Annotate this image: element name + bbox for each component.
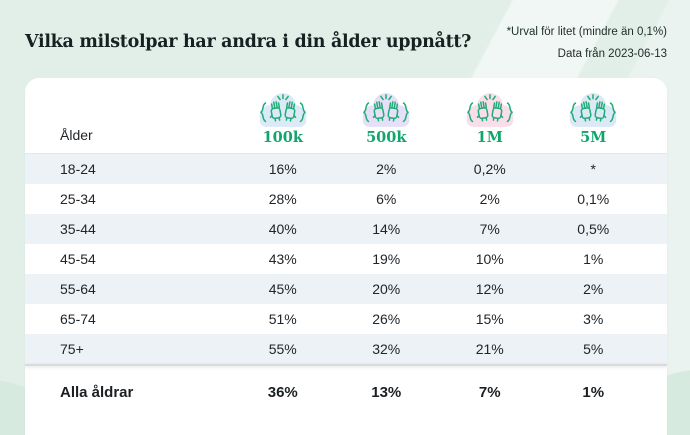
page-title: Vilka milstolpar har andra i din ålder u… [25, 32, 472, 52]
table-row-75-plus: 75+ 55% 32% 21% 5% [25, 334, 667, 364]
value-cell: 28% [268, 191, 297, 207]
value-cell: 26% [372, 311, 401, 327]
value-cell: 2% [376, 161, 397, 177]
value-cell: 15% [475, 311, 504, 327]
milestone-column-header-1m: 1M [438, 90, 542, 153]
age-cell: 65-74 [60, 311, 96, 327]
footnote-small-sample: *Urval för litet (mindre än 0,1%) [506, 26, 667, 38]
value-cell: 10% [475, 251, 504, 267]
value-cell: 55% [268, 341, 297, 357]
table-row-45-54: 45-54 43% 19% 10% 1% [25, 244, 667, 274]
age-cell: 45-54 [60, 251, 96, 267]
value-cell: 5% [583, 341, 604, 357]
value-cell: 1% [582, 384, 605, 401]
high-five-celebration-icon [259, 93, 307, 127]
value-cell: 20% [372, 281, 401, 297]
value-cell: 21% [475, 341, 504, 357]
header-notes: *Urval för litet (mindre än 0,1%) Data f… [507, 22, 667, 66]
table-row-35-44: 35-44 40% 14% 7% 0,5% [25, 214, 667, 244]
high-five-celebration-icon [466, 93, 514, 127]
milestone-column-header-100k: 100k [231, 90, 335, 153]
value-cell: 51% [268, 311, 297, 327]
milestone-column-header-5m: 5M [542, 90, 646, 153]
value-cell: 7% [479, 221, 500, 237]
value-cell: 45% [268, 281, 297, 297]
milestone-label: 100k [262, 129, 303, 146]
value-cell: 0,1% [577, 191, 610, 207]
value-cell: 14% [372, 221, 401, 237]
value-cell: 13% [371, 384, 402, 401]
table-row-55-64: 55-64 45% 20% 12% 2% [25, 274, 667, 304]
age-cell: 35-44 [60, 221, 96, 237]
value-cell: * [590, 161, 596, 177]
value-cell: 43% [268, 251, 297, 267]
value-cell: 1% [583, 251, 604, 267]
age-cell: 25-34 [60, 191, 96, 207]
table-header-row: Ålder 100k 500k 1M [25, 78, 667, 154]
table-row-65-74: 65-74 51% 26% 15% 3% [25, 304, 667, 334]
table-row-18-24: 18-24 16% 2% 0,2% * [25, 154, 667, 184]
high-five-celebration-icon [569, 93, 617, 127]
age-cell: 55-64 [60, 281, 96, 297]
milestones-table-card: Ålder 100k 500k 1M [25, 78, 667, 435]
age-column-header: Ålder [60, 127, 93, 143]
milestone-label: 1M [476, 129, 503, 146]
total-row-divider [25, 364, 667, 366]
value-cell: 2% [583, 281, 604, 297]
value-cell: 16% [268, 161, 297, 177]
age-cell: 18-24 [60, 161, 96, 177]
value-cell: 19% [372, 251, 401, 267]
value-cell: 3% [583, 311, 604, 327]
value-cell: 36% [267, 384, 298, 401]
value-cell: 2% [479, 191, 500, 207]
value-cell: 40% [268, 221, 297, 237]
table-row-total: Alla åldrar 36% 13% 7% 1% [25, 366, 667, 420]
value-cell: 6% [376, 191, 397, 207]
page-header: Vilka milstolpar har andra i din ålder u… [25, 22, 667, 66]
value-cell: 0,5% [577, 221, 610, 237]
age-cell: 75+ [60, 341, 84, 357]
value-cell: 32% [372, 341, 401, 357]
milestone-label: 500k [366, 129, 407, 146]
age-cell: Alla åldrar [60, 384, 134, 401]
value-cell: 7% [478, 384, 501, 401]
data-date-label: Data från 2023-06-13 [557, 47, 667, 60]
value-cell: 0,2% [473, 161, 506, 177]
high-five-celebration-icon [362, 93, 410, 127]
milestone-column-header-500k: 500k [335, 90, 439, 153]
table-row-25-34: 25-34 28% 6% 2% 0,1% [25, 184, 667, 214]
milestone-label: 5M [580, 129, 607, 146]
value-cell: 12% [475, 281, 504, 297]
